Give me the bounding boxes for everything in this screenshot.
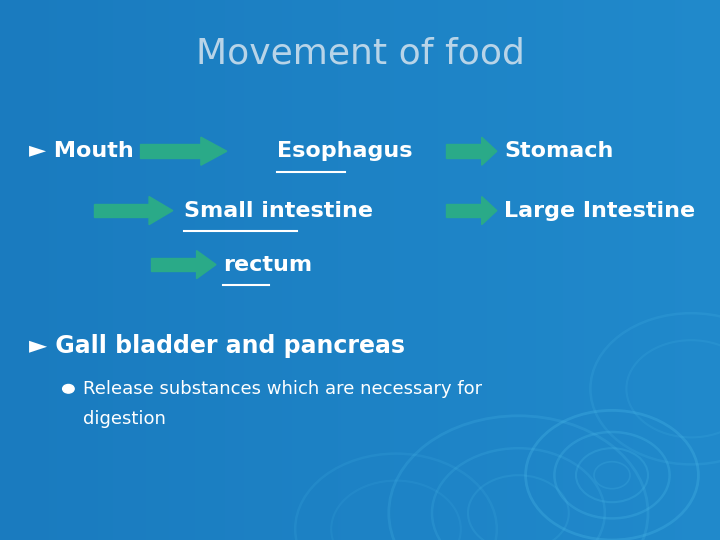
Text: digestion: digestion (83, 409, 166, 428)
Text: Release substances which are necessary for: Release substances which are necessary f… (83, 380, 482, 398)
Polygon shape (151, 258, 197, 271)
Polygon shape (201, 137, 227, 165)
Polygon shape (149, 197, 173, 225)
Polygon shape (482, 137, 497, 165)
Polygon shape (140, 145, 201, 158)
Polygon shape (482, 197, 497, 225)
Polygon shape (446, 204, 482, 217)
Text: ► Mouth: ► Mouth (29, 141, 133, 161)
Polygon shape (94, 204, 149, 217)
Circle shape (63, 384, 74, 393)
Polygon shape (197, 251, 216, 279)
Text: Small intestine: Small intestine (184, 200, 373, 221)
Text: Stomach: Stomach (504, 141, 613, 161)
Text: Movement of food: Movement of food (196, 37, 524, 71)
Text: Esophagus: Esophagus (277, 141, 413, 161)
Text: rectum: rectum (223, 254, 312, 275)
Polygon shape (446, 145, 482, 158)
Text: ► Gall bladder and pancreas: ► Gall bladder and pancreas (29, 334, 405, 357)
Text: Large Intestine: Large Intestine (504, 200, 695, 221)
